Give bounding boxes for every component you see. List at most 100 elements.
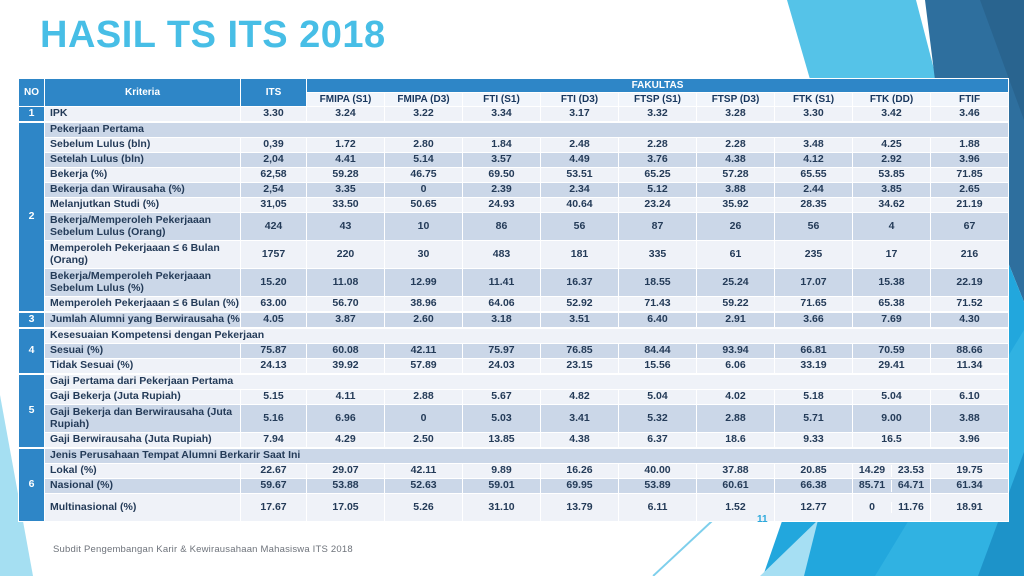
value-cell: 3.96: [929, 152, 1010, 168]
value-cell: 33.19: [774, 358, 853, 375]
value-cell: 3.22: [384, 106, 463, 123]
value-cell: 2.88: [384, 389, 463, 405]
value-cell: 3.30: [240, 106, 307, 123]
value-cell: 5.04: [618, 389, 697, 405]
value-cell: 5.04: [852, 389, 931, 405]
value-cell: 23.24: [618, 197, 697, 213]
value-cell: 53.88: [306, 478, 385, 494]
value-cell: 59.01: [462, 478, 541, 494]
value-cell: 40.64: [540, 197, 619, 213]
value-cell: 4.82: [540, 389, 619, 405]
criteria-cell: Bekerja/Memperoleh Pekerjaaan Sebelum Lu…: [44, 212, 241, 241]
value-cell: 3.57: [462, 152, 541, 168]
value-cell: 69.95: [540, 478, 619, 494]
table-row: Melanjutkan Studi (%) 31,05 33.50 50.65 24.9…: [19, 197, 1010, 213]
value-cell: 29.41: [852, 358, 931, 375]
section-number-cell: 6: [18, 447, 45, 522]
value-cell-sub: 23.53: [897, 464, 925, 477]
value-cell: 3.32: [618, 106, 697, 123]
table-row: Nasional (%) 59.67 53.88 52.63 59.01 69.95 53.…: [19, 478, 1010, 494]
value-cell: 42.11: [384, 463, 463, 479]
value-cell: 31,05: [240, 197, 307, 213]
table-row: Sebelum Lulus (bln) 0,39 1.72 2.80 1.84 2.48 2…: [19, 137, 1010, 153]
value-cell: 30: [384, 240, 463, 269]
table-row: Bekerja/Memperoleh Pekerjaaan Sebelum Lu…: [19, 268, 1010, 297]
section-title-row: 6 Jenis Perusahaan Tempat Alumni Berkarir…: [18, 447, 1010, 522]
value-cell: 3.46: [929, 106, 1010, 123]
value-cell: 23.15: [540, 358, 619, 375]
header-fakultas: FAKULTAS: [305, 78, 1010, 93]
header-faculty: FTK (S1): [774, 92, 853, 107]
value-cell: 7.94: [240, 432, 307, 449]
value-cell-sub: 14.29: [853, 464, 892, 477]
value-cell: 0: [384, 182, 463, 198]
value-cell: 57.28: [696, 167, 775, 183]
section-number-cell: 2: [18, 121, 45, 313]
value-cell: 4.30: [929, 311, 1010, 329]
results-table-wrapper: NO Kriteria ITS FAKULTAS FMIPA (S1) FMIP…: [18, 78, 1010, 522]
value-cell: 0: [384, 404, 463, 433]
value-cell: 67: [929, 212, 1010, 241]
value-cell-sub: 64.71: [897, 479, 925, 492]
value-cell: 71.85: [929, 167, 1010, 183]
table-row: 1 IPK 3.30 3.24 3.22 3.34 3.17 3.32 3.28 3.30 3.42…: [18, 106, 1010, 123]
page-number: 11: [757, 514, 768, 525]
value-cell: 235: [774, 240, 853, 269]
value-cell: 3.42: [852, 106, 931, 123]
value-cell: 14.29 23.53: [852, 463, 931, 479]
value-cell: 87: [618, 212, 697, 241]
criteria-cell: Bekerja dan Wirausaha (%): [44, 182, 241, 198]
value-cell: 46.75: [384, 167, 463, 183]
value-cell: 3.41: [540, 404, 619, 433]
value-cell: 24.03: [462, 358, 541, 375]
value-cell: 3.24: [306, 106, 385, 123]
value-cell: 21.19: [929, 197, 1010, 213]
value-cell: 86: [462, 212, 541, 241]
section-title-row: 4 Kesesuaian Kompetensi dengan Pekerjaan: [18, 327, 1010, 375]
value-cell: 38.96: [384, 296, 463, 313]
section-number-cell: 3: [18, 311, 45, 329]
value-cell-sub: 11.76: [898, 500, 924, 513]
section-title-row: 5 Gaji Pertama dari Pekerjaan Pertama: [18, 373, 1010, 449]
value-cell: 1.88: [929, 137, 1010, 153]
value-cell: 335: [618, 240, 697, 269]
value-cell: 3.66: [774, 311, 853, 329]
value-cell: 5.26: [384, 493, 463, 522]
value-cell: 5.12: [618, 182, 697, 198]
table-header-row-1: NO Kriteria ITS FAKULTAS: [18, 78, 1010, 107]
value-cell: 0,39: [240, 137, 307, 153]
value-cell: 18.6: [696, 432, 775, 449]
value-cell: 7.69: [852, 311, 931, 329]
table-row: Multinasional (%) 17.67 17.05 5.26 31.10 13.7…: [19, 493, 1010, 522]
table-header-row-2: FMIPA (S1) FMIPA (D3) FTI (S1) FTI (D3) …: [19, 92, 1010, 107]
table-body: 1 IPK 3.30 3.24 3.22 3.34 3.17 3.32 3.28 3.30 3.42…: [18, 106, 1010, 522]
value-cell: 3.51: [540, 311, 619, 329]
value-cell: 17.07: [774, 268, 853, 297]
value-cell: 11.41: [462, 268, 541, 297]
value-cell: 220: [306, 240, 385, 269]
value-cell: 16.37: [540, 268, 619, 297]
header-its: ITS: [240, 78, 307, 107]
value-cell: 2.50: [384, 432, 463, 449]
criteria-cell: Sebelum Lulus (bln): [44, 137, 241, 153]
header-faculty: FMIPA (S1): [306, 92, 385, 107]
criteria-cell: IPK: [44, 106, 241, 123]
value-cell: 29.07: [306, 463, 385, 479]
value-cell: 4.05: [240, 311, 307, 329]
value-cell: 13.85: [462, 432, 541, 449]
value-cell: 2.44: [774, 182, 853, 198]
value-cell: 18.55: [618, 268, 697, 297]
value-cell: 59.28: [306, 167, 385, 183]
value-cell: 9.33: [774, 432, 853, 449]
value-cell: 2.60: [384, 311, 463, 329]
table-row: Memperoleh Pekerjaaan ≤ 6 Bulan (%) 63.00…: [19, 296, 1010, 313]
value-cell: 3.76: [618, 152, 697, 168]
criteria-cell: Setelah Lulus (bln): [44, 152, 241, 168]
criteria-cell: Gaji Bekerja dan Berwirausaha (Juta Rupi…: [44, 404, 241, 433]
value-cell: 3.28: [696, 106, 775, 123]
value-cell: 3.96: [929, 432, 1010, 449]
value-cell: 6.40: [618, 311, 697, 329]
header-faculty: FTSP (S1): [618, 92, 697, 107]
value-cell: 71.65: [774, 296, 853, 313]
value-cell: 57.89: [384, 358, 463, 375]
